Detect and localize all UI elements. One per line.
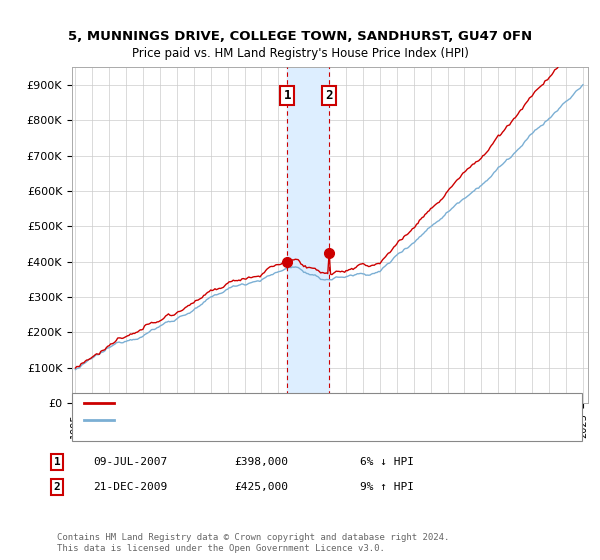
Text: Contains HM Land Registry data © Crown copyright and database right 2024.
This d: Contains HM Land Registry data © Crown c… xyxy=(57,533,449,553)
Text: £398,000: £398,000 xyxy=(234,457,288,467)
Bar xyxy=(287,67,329,403)
Text: 2: 2 xyxy=(53,482,61,492)
Text: 6% ↓ HPI: 6% ↓ HPI xyxy=(360,457,414,467)
Text: £425,000: £425,000 xyxy=(234,482,288,492)
Text: 9% ↑ HPI: 9% ↑ HPI xyxy=(360,482,414,492)
Text: 5, MUNNINGS DRIVE, COLLEGE TOWN, SANDHURST, GU47 0FN: 5, MUNNINGS DRIVE, COLLEGE TOWN, SANDHUR… xyxy=(68,30,532,43)
Text: 2: 2 xyxy=(325,89,332,102)
Text: Price paid vs. HM Land Registry's House Price Index (HPI): Price paid vs. HM Land Registry's House … xyxy=(131,46,469,60)
Text: 09-JUL-2007: 09-JUL-2007 xyxy=(93,457,167,467)
Text: 1: 1 xyxy=(53,457,61,467)
Text: 21-DEC-2009: 21-DEC-2009 xyxy=(93,482,167,492)
Text: HPI: Average price, detached house, Bracknell Forest: HPI: Average price, detached house, Brac… xyxy=(126,415,385,425)
Text: 1: 1 xyxy=(283,89,291,102)
Text: 5, MUNNINGS DRIVE, COLLEGE TOWN, SANDHURST, GU47 0FN (detached house): 5, MUNNINGS DRIVE, COLLEGE TOWN, SANDHUR… xyxy=(126,398,523,408)
